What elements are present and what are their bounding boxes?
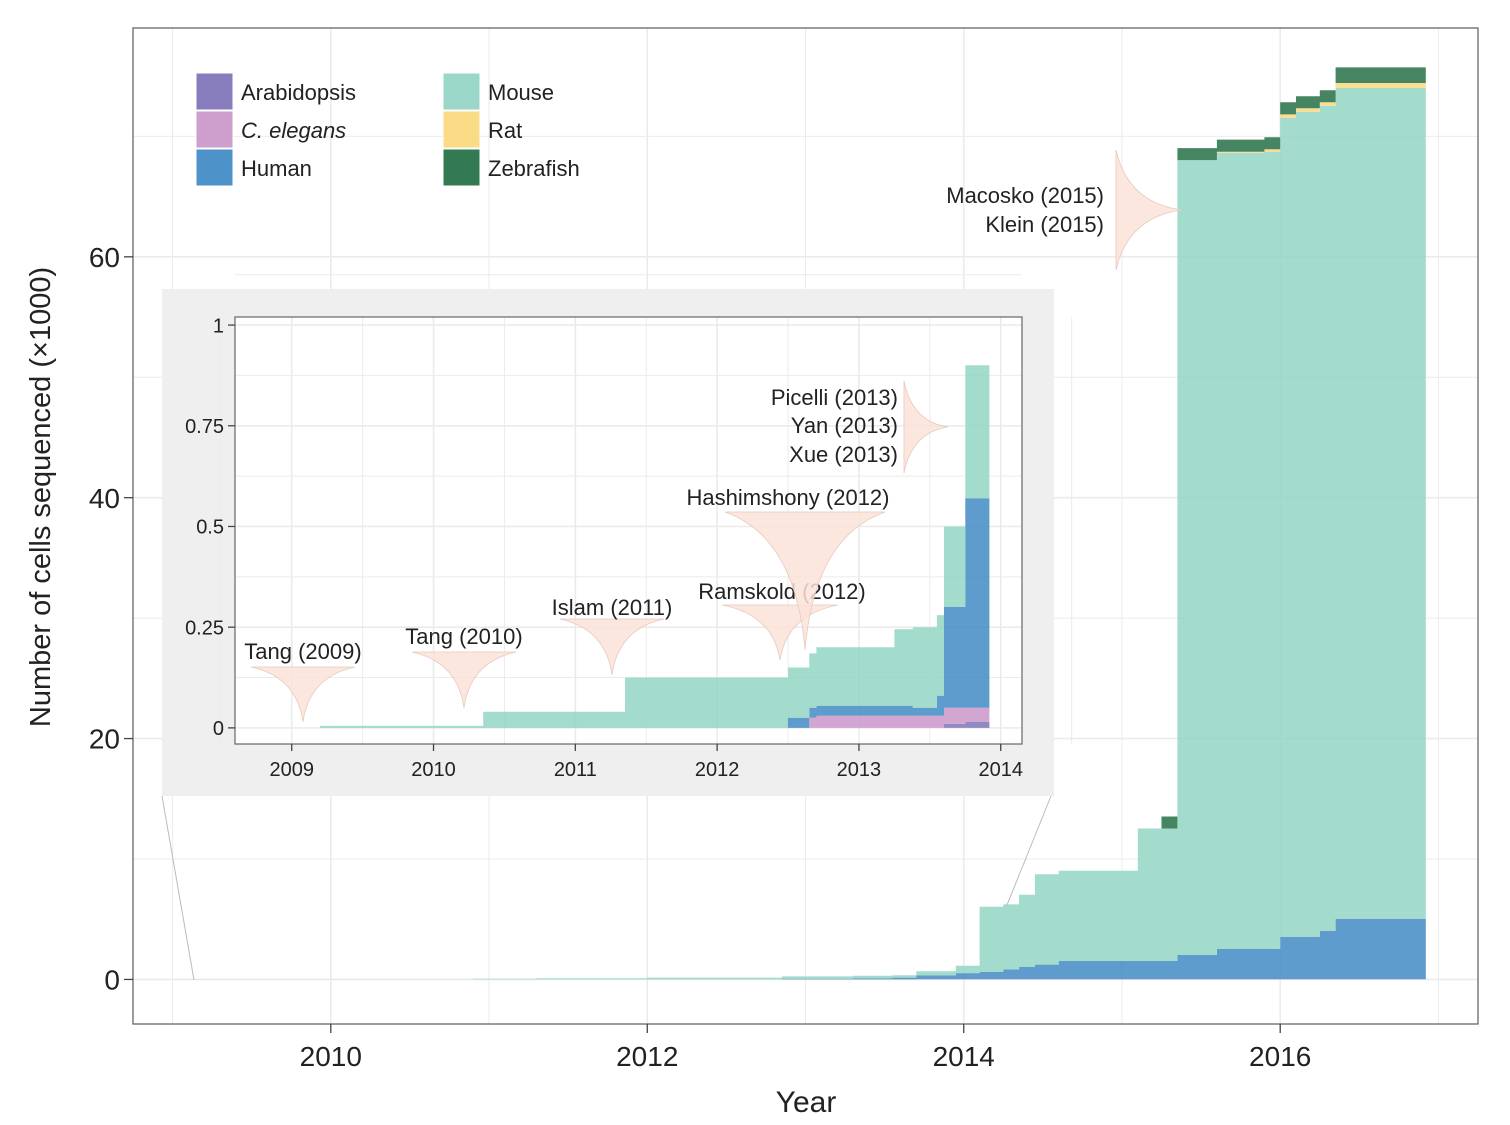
x-tick-label: 2013	[837, 759, 882, 781]
y-tick-label: 1	[213, 315, 224, 337]
annotation-label: Picelli (2013)	[771, 385, 898, 410]
y-tick-label: 0.5	[196, 517, 224, 539]
annotation-label: Hashimshony (2012)	[687, 485, 890, 510]
annotation-funnel	[559, 618, 665, 676]
inset-annotations: Tang (2009) Tang (2010) Islam (2011) Ramsko…	[244, 380, 949, 723]
annotation-label: Tang (2010)	[405, 624, 522, 649]
legend-swatch-human	[195, 148, 234, 187]
annotation-funnel	[721, 604, 839, 661]
area-mouse	[172, 87, 1426, 980]
x-axis-title: Year	[776, 1086, 837, 1119]
annotation-label: Tang (2009)	[244, 639, 361, 664]
legend: Arabidopsis C. elegans Human Mouse Rat Zebraf…	[195, 72, 580, 187]
legend-swatch-rat	[442, 110, 481, 149]
inset-areas	[320, 345, 990, 728]
annotation-label: Macosko (2015)	[946, 183, 1104, 208]
y-tick-label: 0	[104, 965, 120, 996]
zoom-connector-right	[1006, 795, 1052, 906]
x-tick-label: 2012	[616, 1041, 678, 1072]
x-tick-label: 2014	[933, 1041, 995, 1072]
y-tick-label: 0	[213, 718, 224, 740]
annotation-funnel	[1115, 149, 1183, 271]
x-tick-label: 2012	[695, 759, 740, 781]
main-areas	[172, 67, 1426, 980]
y-axis-title: Number of cells sequenced (×1000)	[25, 267, 57, 727]
area-mouse-inset	[320, 345, 990, 728]
annotation-funnel	[250, 666, 356, 723]
y-tick-label: 60	[89, 242, 120, 273]
annotation-label: Islam (2011)	[552, 595, 673, 620]
annotation-label: Ramskold (2012)	[698, 579, 866, 604]
main-annotations: Macosko (2015) Klein (2015)	[946, 149, 1183, 271]
area-c-elegans-inset	[320, 707, 990, 728]
y-tick-label: 0.75	[185, 416, 224, 438]
legend-label-arabidopsis: Arabidopsis	[241, 80, 356, 105]
y-tick-label: 20	[89, 724, 120, 755]
annotation-funnel	[411, 651, 517, 709]
inset-plot-border	[234, 316, 1023, 745]
legend-label-mouse: Mouse	[488, 80, 554, 105]
inset-axes: 2009 2010 2011 2012 2013 2014 0 0.25 0.5 0.75 1	[185, 315, 1023, 781]
x-tick-label: 2014	[978, 759, 1023, 781]
legend-swatch-mouse	[442, 72, 481, 111]
x-tick-label: 2010	[300, 1041, 362, 1072]
area-human	[172, 918, 1426, 980]
legend-swatch-c-elegans	[195, 110, 234, 149]
annotation-label: Xue (2013)	[789, 442, 898, 467]
annotation-funnel	[903, 380, 949, 474]
inset-panel: Tang (2009) Tang (2010) Islam (2011) Ramsko…	[161, 274, 1073, 981]
main-axes: 2010 2012 2014 2016 0 20 40 60	[89, 242, 1312, 1072]
y-tick-label: 0.25	[185, 617, 224, 639]
main-plot-border	[132, 27, 1479, 1025]
legend-label-rat: Rat	[488, 118, 522, 143]
annotation-label: Yan (2013)	[791, 413, 898, 438]
annotation-funnel	[724, 511, 886, 651]
legend-swatch-arabidopsis	[195, 72, 234, 111]
x-tick-label: 2010	[411, 759, 456, 781]
annotation-label: Klein (2015)	[985, 212, 1104, 237]
x-tick-label: 2016	[1249, 1041, 1311, 1072]
zoom-connector-left	[161, 795, 195, 981]
y-tick-label: 40	[89, 483, 120, 514]
x-tick-label: 2011	[554, 759, 597, 781]
legend-label-human: Human	[241, 156, 312, 181]
legend-label-zebrafish: Zebrafish	[488, 156, 580, 181]
legend-swatch-zebrafish	[442, 148, 481, 187]
legend-label-c-elegans: C. elegans	[241, 118, 346, 143]
x-tick-label: 2009	[269, 759, 314, 781]
